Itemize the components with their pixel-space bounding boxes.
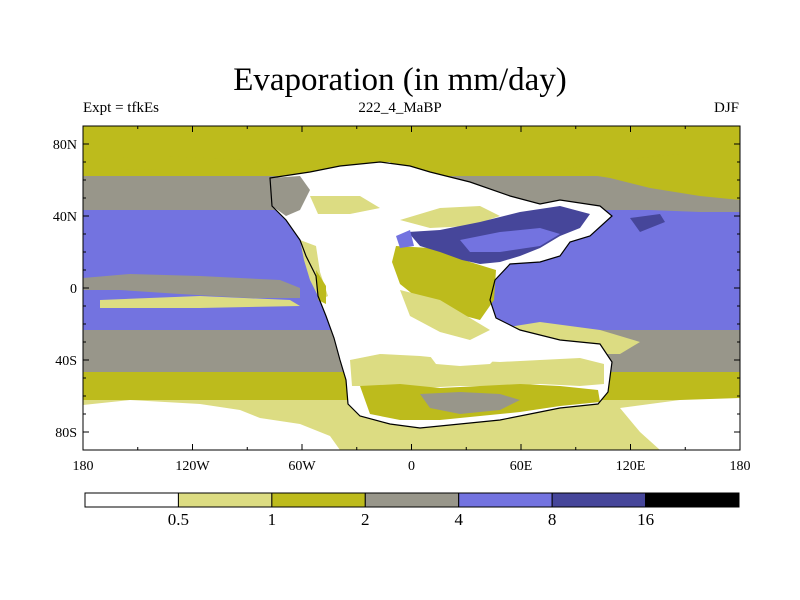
colorbar-label: 16 [637, 510, 654, 529]
land-north-gray [270, 176, 310, 216]
land-north-yellow [310, 196, 380, 214]
land-south-gray [420, 392, 520, 414]
evaporation-field [83, 126, 740, 450]
ocean-dark-blue-east [630, 214, 665, 232]
colorbar-swatch [551, 492, 647, 508]
lat-tick-label: 0 [70, 282, 77, 297]
colorbar-labels: 0.5 1 2 4 8 16 [168, 510, 654, 529]
ocean-east-gray [610, 196, 740, 212]
lat-tick-label: 80N [53, 138, 77, 153]
land-blue-patch [460, 228, 560, 252]
colorbar-swatch [177, 492, 273, 508]
lon-tick-label: 180 [730, 459, 751, 474]
colorbar [84, 492, 740, 508]
land-east-olive [392, 246, 496, 320]
lon-tick-label: 60W [288, 459, 316, 474]
land-north-white-pocket [356, 162, 400, 180]
ocean-north-yellow [83, 156, 270, 172]
ocean-equatorial-tongue [83, 274, 300, 298]
colorbar-swatch [364, 492, 460, 508]
experiment-label: Expt = tfkEs [83, 100, 159, 116]
coastline [269, 161, 613, 429]
longitude-tick-labels: 180 120W 60W 0 60E 120E 180 [73, 459, 751, 474]
colorbar-label: 2 [361, 510, 370, 529]
lon-tick-label: 120E [616, 459, 646, 474]
lon-tick-label: 0 [408, 459, 415, 474]
period-label: 222_4_MaBP [358, 100, 442, 116]
lat-tick-label: 40S [55, 354, 77, 369]
colorbar-swatch [271, 492, 366, 508]
land-south-white-pocket [430, 350, 500, 366]
colorbar-swatch [84, 492, 179, 508]
land-south-yellow [350, 354, 604, 388]
lat-tick-label: 80S [55, 426, 77, 441]
season-label: DJF [713, 100, 739, 116]
ocean-east-arctic [560, 150, 740, 200]
land-east-yellow-inner [400, 290, 490, 340]
latitude-tick-labels: 80N 40N 0 40S 80S [53, 138, 77, 441]
ocean-southern-white-east [620, 398, 740, 450]
lon-tick-label: 120W [175, 459, 210, 474]
lon-tick-label: 60E [510, 459, 533, 474]
colorbar-label: 8 [548, 510, 557, 529]
land-east-yellow [400, 206, 500, 228]
map-title: Evaporation (in mm/day) [233, 62, 567, 98]
ocean-southern-white-west [83, 400, 340, 450]
lat-tick-label: 40N [53, 210, 77, 225]
colorbar-label: 4 [454, 510, 463, 529]
ocean-equatorial-strip [100, 296, 300, 308]
colorbar-swatch [645, 492, 740, 508]
axis-ticks [82, 125, 741, 451]
colorbar-swatch [458, 492, 553, 508]
colorbar-label: 1 [268, 510, 277, 529]
lon-tick-label: 180 [73, 459, 94, 474]
land-peninsula [396, 230, 414, 248]
colorbar-label: 0.5 [168, 510, 189, 529]
